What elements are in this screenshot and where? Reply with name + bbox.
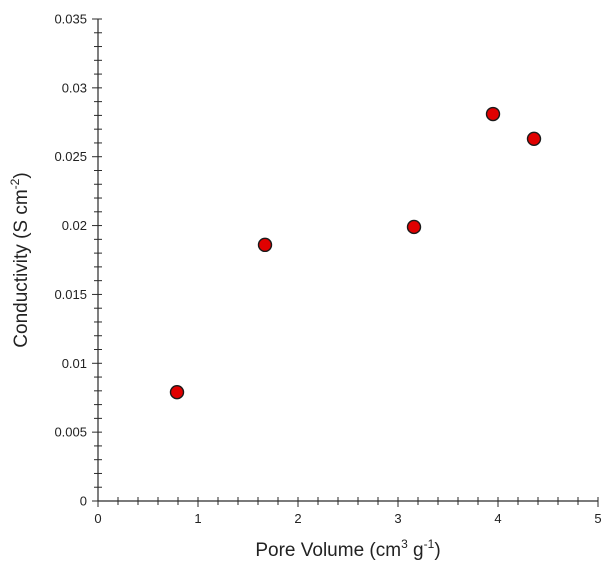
x-tick-label: 5	[594, 511, 601, 526]
y-tick-label: 0	[80, 494, 87, 509]
y-axis-title: Conductivity (S cm-2)	[8, 172, 32, 347]
data-points	[169, 106, 542, 400]
y-axis: 0 0.005 0.01 0.015 0.02 0.025 0.03 0.035	[54, 12, 102, 509]
data-point	[169, 385, 185, 400]
y-tick-label: 0.025	[54, 149, 87, 164]
x-tick-label: 4	[494, 511, 501, 526]
data-point	[526, 131, 542, 147]
y-tick-label: 0.035	[54, 12, 87, 27]
y-tick-label: 0.015	[54, 287, 87, 302]
y-tick-label: 0.01	[62, 356, 87, 371]
x-tick-label: 3	[394, 511, 401, 526]
data-point	[257, 237, 273, 253]
x-tick-label: 1	[194, 511, 201, 526]
x-tick-label: 0	[94, 511, 101, 526]
x-axis-title: Pore Volume (cm3 g-1)	[255, 537, 440, 561]
y-tick-label: 0.02	[62, 218, 87, 233]
y-tick-label: 0.03	[62, 80, 87, 95]
data-point	[485, 106, 501, 122]
data-point	[406, 219, 422, 235]
x-tick-label: 2	[294, 511, 301, 526]
x-axis: 0 1 2 3 4 5	[94, 497, 601, 526]
y-tick-label: 0.005	[54, 425, 87, 440]
